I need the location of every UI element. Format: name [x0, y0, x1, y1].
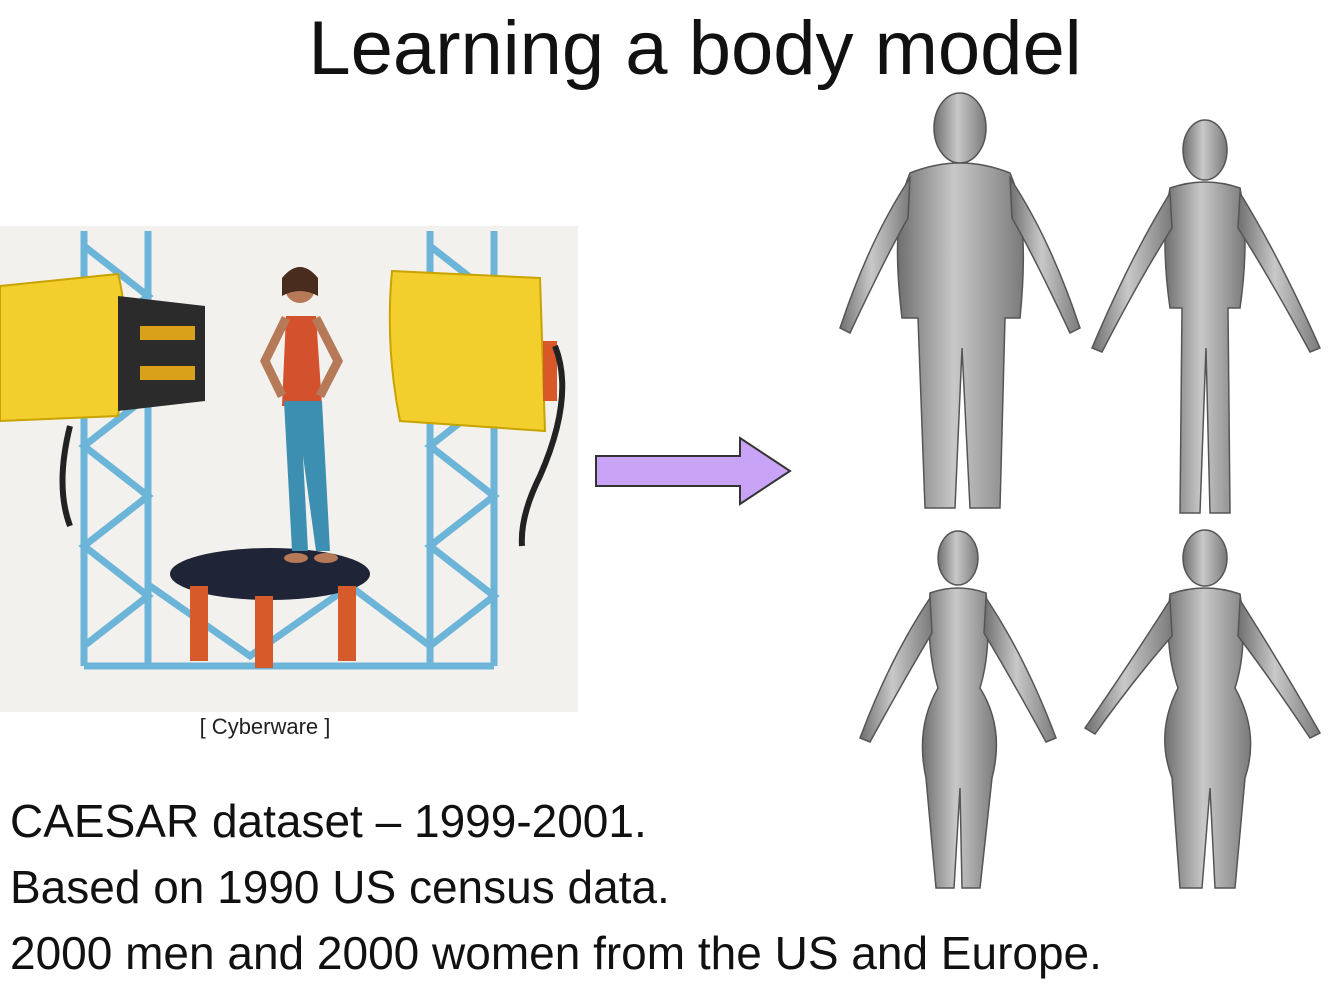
body-scan-renders — [839, 92, 1322, 889]
body-scan-figure — [859, 530, 1057, 889]
cyberware-scanner-photo — [0, 226, 578, 712]
body-scan-figure — [1083, 529, 1322, 889]
slide-title: Learning a body model — [308, 6, 1082, 91]
body-line: CAESAR dataset – 1999-2001. — [10, 795, 647, 847]
body-scan-figure — [839, 92, 1081, 509]
right-arrow-icon — [595, 436, 792, 506]
body-scan-figure — [1091, 119, 1322, 514]
body-line: 2000 men and 2000 women from the US and … — [10, 927, 1102, 979]
slide-body-text: CAESAR dataset – 1999-2001. Based on 199… — [10, 788, 1102, 986]
body-line: Based on 1990 US census data. — [10, 861, 670, 913]
photo-caption: [ Cyberware ] — [199, 714, 331, 739]
